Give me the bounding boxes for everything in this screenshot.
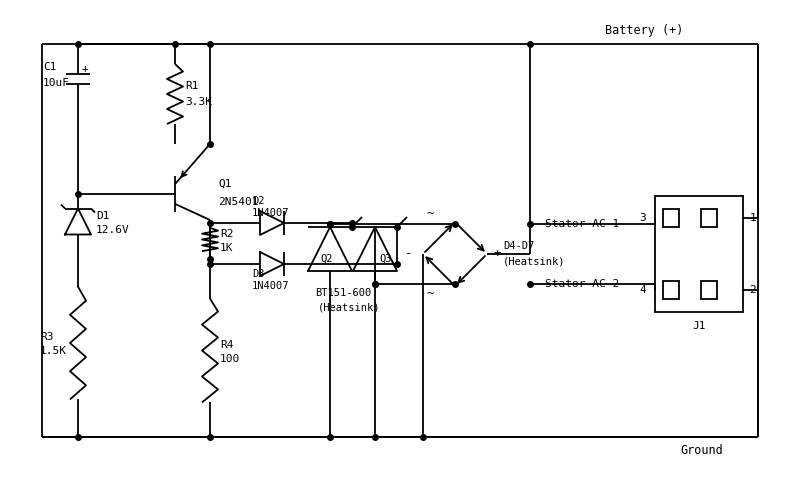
Text: R2: R2 [220,228,234,239]
Text: (Heatsink): (Heatsink) [503,257,566,267]
Text: D1: D1 [96,210,110,220]
Text: +: + [494,248,501,261]
Text: Ground: Ground [680,445,722,457]
Bar [663,281,679,299]
Text: 1N4007: 1N4007 [252,281,290,291]
Text: 2N5401: 2N5401 [218,197,258,207]
Text: 2: 2 [750,285,756,295]
Text: Q1: Q1 [218,179,231,189]
Text: (Heatsink): (Heatsink) [318,302,381,312]
Text: 1: 1 [750,213,756,223]
Text: Battery (+): Battery (+) [605,23,683,36]
Text: C1: C1 [43,62,57,72]
Text: D3: D3 [252,269,265,279]
Text: D2: D2 [252,196,265,206]
Text: 4: 4 [640,285,646,295]
Bar [655,196,743,312]
Bar [701,209,717,227]
Bar [701,281,717,299]
Text: BT151-600: BT151-600 [315,288,371,298]
Text: R4: R4 [220,340,234,350]
Text: -: - [406,248,413,261]
Text: Stator AC 1: Stator AC 1 [545,219,619,229]
Text: Q3: Q3 [379,254,391,264]
Text: J1: J1 [692,321,706,331]
Text: 10uF: 10uF [43,78,70,88]
Text: 1.5K: 1.5K [40,346,67,356]
Text: 12.6V: 12.6V [96,225,130,235]
Text: R3: R3 [40,332,54,342]
Bar [663,209,679,227]
Text: 100: 100 [220,354,240,364]
Text: 1K: 1K [220,242,234,252]
Text: D4-D7: D4-D7 [503,241,534,251]
Text: Q2: Q2 [320,254,333,264]
Text: 3.3K: 3.3K [185,97,212,107]
Text: +: + [82,64,89,74]
Text: ~: ~ [426,287,434,300]
Text: ~: ~ [426,207,434,220]
Text: Stator AC 2: Stator AC 2 [545,279,619,289]
Text: 1N4007: 1N4007 [252,208,290,218]
Text: R1: R1 [185,81,198,91]
Text: 3: 3 [640,213,646,223]
